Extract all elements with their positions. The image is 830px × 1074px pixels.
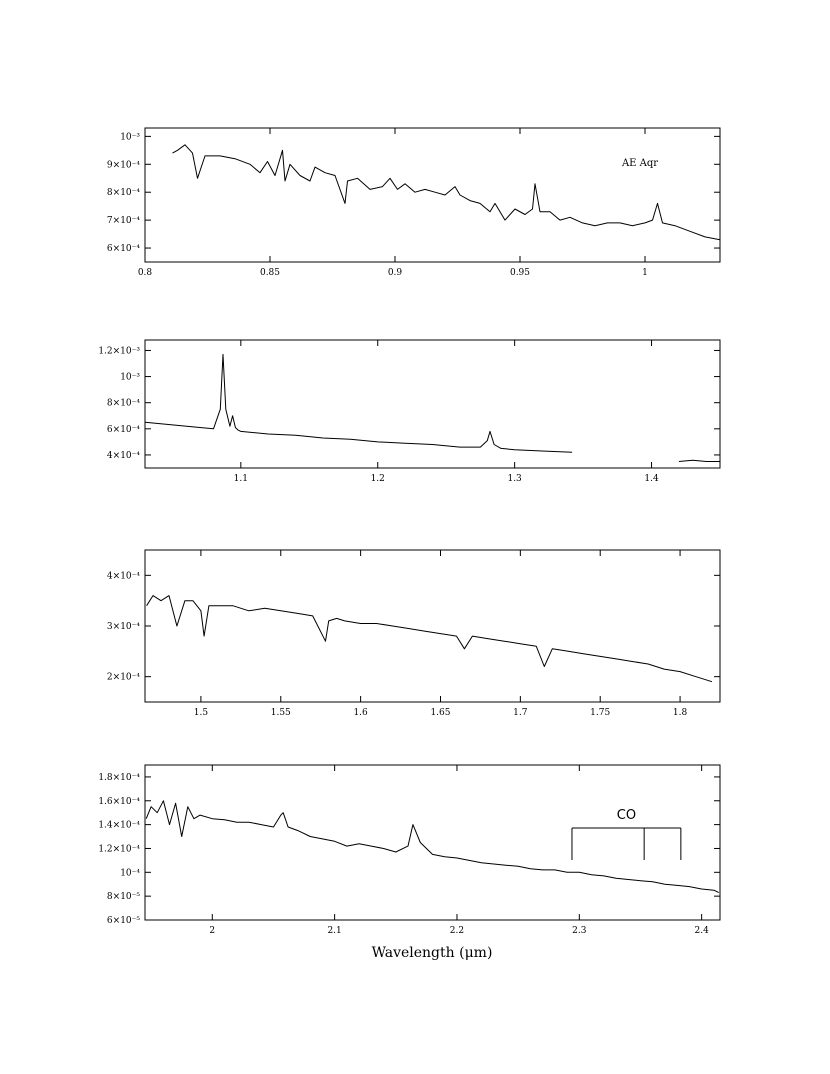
spectrum-line — [678, 459, 720, 462]
y-tick-label: 3×10⁻⁴ — [107, 622, 140, 632]
y-tick-label: 1.8×10⁻⁴ — [98, 773, 140, 783]
x-tick-label: 1 — [642, 268, 648, 278]
y-tick-label: 10⁻³ — [120, 373, 140, 383]
x-tick-label: 2 — [209, 926, 215, 936]
x-tick-label: 1.7 — [513, 708, 528, 718]
spectrum-panel-1: 0.8 0.85 0.9 0.95 1 6×10⁻⁴ 7×10⁻⁴ 8×10⁻⁴ 9×10⁻⁴ 1… — [107, 127, 721, 278]
plot-frame — [144, 127, 721, 263]
spectrum-panel-3: 1.5 1.55 1.6 1.65 1.7 1.75 1.8 2×10⁻⁴ 3×10⁻⁴ 4×10… — [107, 549, 721, 718]
x-axis-label: Wavelength (μm) — [372, 945, 493, 961]
y-tick-label: 1.6×10⁻⁴ — [98, 797, 140, 807]
spectrum-panel-2: 1.1 1.2 1.3 1.4 4×10⁻⁴ 6×10⁻⁴ 8×10⁻⁴ 10⁻³ 1.2×10… — [98, 339, 721, 484]
y-tick-label: 6×10⁻⁴ — [107, 425, 140, 435]
x-tick-label: 2.4 — [694, 926, 709, 936]
plot-frame — [144, 339, 721, 469]
plot-frame — [144, 764, 721, 921]
x-tick-label: 2.3 — [572, 926, 587, 936]
x-tick-label: 2.1 — [327, 926, 341, 936]
y-tick-label: 6×10⁻⁵ — [107, 916, 140, 926]
x-tick-label: 1.8 — [673, 708, 688, 718]
object-label: AE Aqr — [621, 158, 658, 169]
x-tick-label: 1.1 — [234, 474, 248, 484]
y-tick-label: 2×10⁻⁴ — [107, 673, 140, 683]
x-tick-label: 2.2 — [450, 926, 464, 936]
spectrum-line — [146, 595, 713, 683]
co-label: CO — [617, 808, 636, 823]
y-tick-label: 8×10⁻⁴ — [107, 188, 140, 198]
y-tick-label: 7×10⁻⁴ — [107, 216, 140, 226]
spectrum-line — [144, 353, 573, 453]
x-tick-label: 1.4 — [644, 474, 659, 484]
spectrum-line — [145, 800, 720, 894]
x-tick-label: 1.75 — [590, 708, 610, 718]
x-tick-label: 0.9 — [388, 268, 403, 278]
y-tick-label: 1.2×10⁻⁴ — [98, 844, 140, 854]
y-tick-label: 10⁻⁴ — [120, 868, 140, 878]
x-tick-label: 1.65 — [430, 708, 450, 718]
spectrum-panel-4: 2 2.1 2.2 2.3 2.4 6×10⁻⁵ 8×10⁻⁵ 10⁻⁴ 1.2×10⁻⁴ 1.4… — [98, 764, 721, 936]
y-tick-label: 4×10⁻⁴ — [107, 451, 140, 461]
x-tick-label: 1.6 — [353, 708, 368, 718]
y-tick-label: 9×10⁻⁴ — [107, 160, 140, 170]
y-tick-label: 10⁻³ — [120, 132, 140, 142]
spectrum-line — [172, 144, 721, 241]
x-tick-label: 0.95 — [510, 268, 530, 278]
y-tick-label: 6×10⁻⁴ — [107, 244, 140, 254]
x-tick-label: 1.5 — [194, 708, 209, 718]
y-tick-label: 1.4×10⁻⁴ — [98, 821, 140, 831]
x-tick-label: 1.2 — [371, 474, 385, 484]
y-tick-label: 4×10⁻⁴ — [107, 571, 140, 581]
y-tick-label: 8×10⁻⁴ — [107, 399, 140, 409]
x-tick-label: 0.8 — [138, 268, 153, 278]
y-tick-label: 1.2×10⁻³ — [98, 346, 140, 356]
y-tick-label: 8×10⁻⁵ — [107, 892, 140, 902]
x-tick-label: 0.85 — [260, 268, 280, 278]
plot-frame — [144, 549, 721, 703]
x-tick-label: 1.3 — [507, 474, 522, 484]
x-tick-label: 1.55 — [271, 708, 291, 718]
